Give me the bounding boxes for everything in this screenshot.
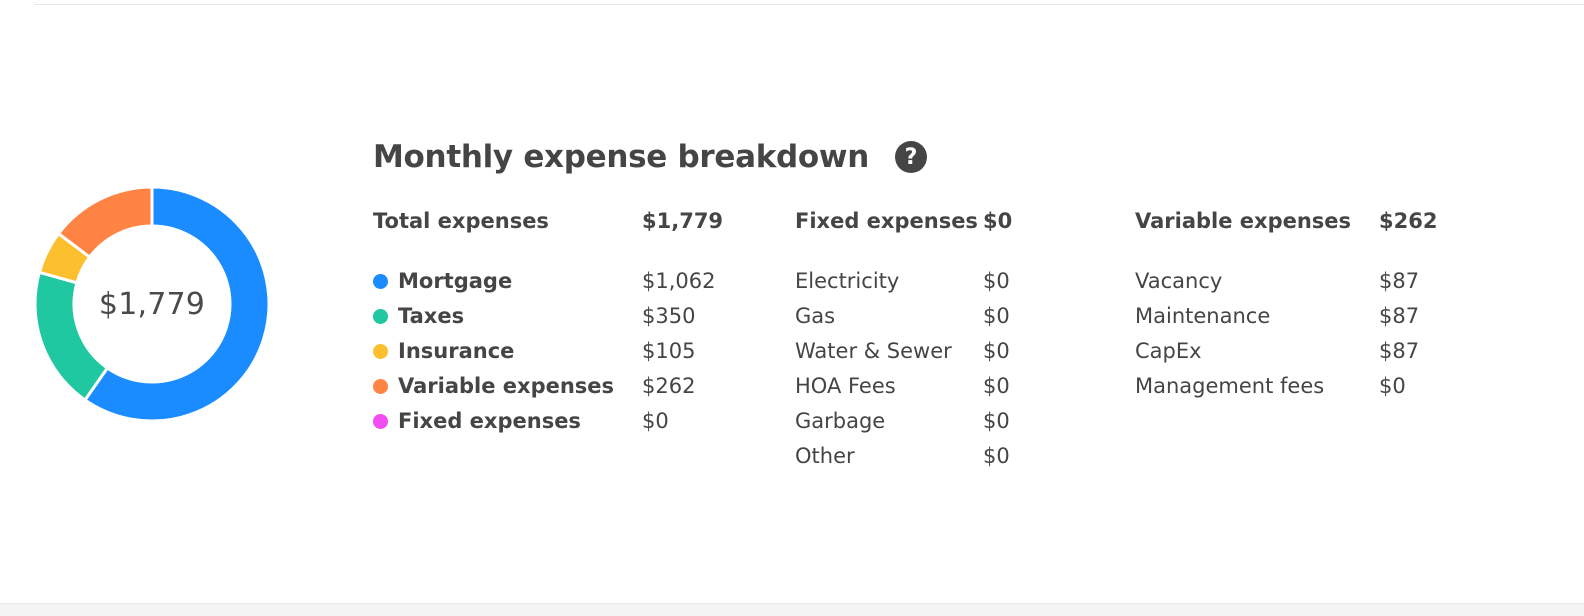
fixed-expense-item-value: $0 [983,269,1010,293]
variable-expense-item-label: Vacancy [1135,269,1223,293]
top-divider [34,4,1584,5]
legend-dot-icon [373,274,388,289]
fixed-expense-item-label: Water & Sewer [795,339,952,363]
donut-slice-variable-expenses [56,185,154,260]
legend-label: Mortgage [398,269,513,293]
legend-dot-icon [373,379,388,394]
fixed-expense-item-label: HOA Fees [795,374,896,398]
legend-value: $350 [642,304,696,328]
variable-expense-item-label: Maintenance [1135,304,1271,328]
variable-expenses-header-value: $262 [1379,209,1438,233]
fixed-expense-item-value: $0 [983,374,1010,398]
legend-label: Fixed expenses [398,409,581,433]
variable-expense-item-value: $87 [1379,339,1420,363]
variable-expense-item-value: $0 [1379,374,1406,398]
question-circle-icon[interactable]: ? [895,141,928,173]
bottom-divider [0,603,1584,616]
legend-value: $262 [642,374,696,398]
variable-expense-item-value: $87 [1379,304,1420,328]
legend-value: $0 [642,409,669,433]
total-expenses-value: $1,779 [642,209,724,233]
fixed-expense-item-value: $0 [983,339,1010,363]
donut-slice-mortgage [82,185,271,423]
legend-label: Insurance [398,339,515,363]
fixed-expenses-header-value: $0 [983,209,1013,233]
variable-expenses-header-label: Variable expenses [1135,209,1352,233]
fixed-expense-item-label: Garbage [795,409,886,433]
fixed-expense-item-value: $0 [983,409,1010,433]
page-title: Monthly expense breakdown [373,139,870,175]
fixed-expense-item-label: Electricity [795,269,900,293]
variable-expense-item-label: Management fees [1135,374,1325,398]
donut-center-total: $1,779 [98,286,206,322]
legend-dot-icon [373,344,388,359]
fixed-expense-item-label: Other [795,444,855,468]
fixed-expenses-header-label: Fixed expenses [795,209,978,233]
legend-dot-icon [373,414,388,429]
legend-label: Taxes [398,304,465,328]
total-expenses-label: Total expenses [373,209,549,233]
fixed-expense-item-value: $0 [983,444,1010,468]
expense-donut-chart: $1,779 [30,182,274,426]
donut-svg [33,185,271,423]
legend-label: Variable expenses [398,374,615,398]
fixed-expense-item-label: Gas [795,304,836,328]
fixed-expense-item-value: $0 [983,304,1010,328]
title-row: Monthly expense breakdown ? [373,137,928,177]
legend-value: $1,062 [642,269,716,293]
variable-expense-item-label: CapEx [1135,339,1202,363]
legend-dot-icon [373,309,388,324]
variable-expense-item-value: $87 [1379,269,1420,293]
legend-value: $105 [642,339,696,363]
